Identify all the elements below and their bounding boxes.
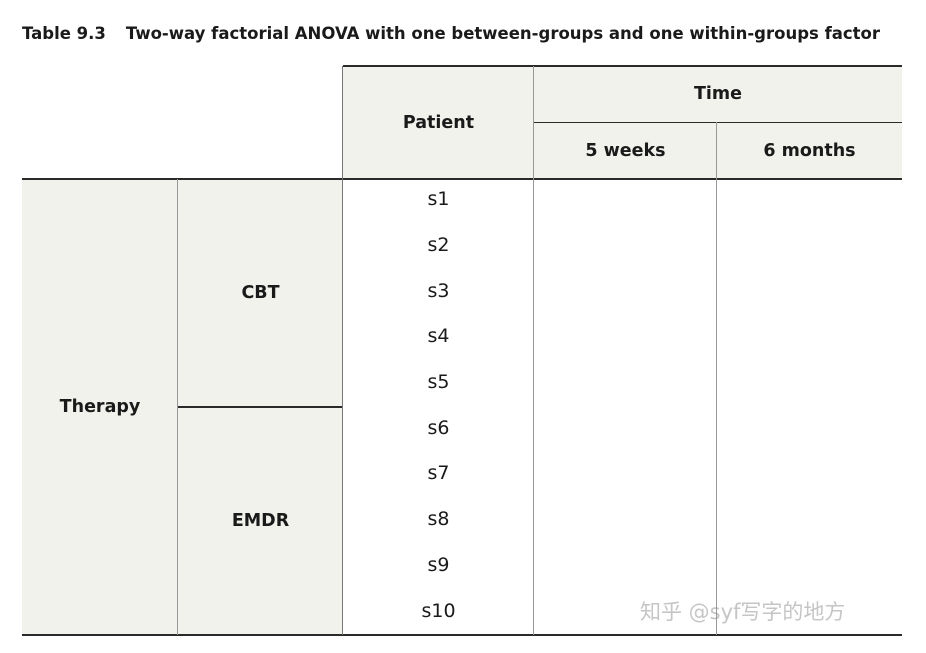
column-divider: [716, 122, 717, 635]
patient-id: s9: [427, 554, 450, 576]
table-caption: Table 9.3 Two-way factorial ANOVA with on…: [22, 24, 880, 43]
patient-id: s10: [421, 600, 456, 622]
stub-divider: [177, 179, 178, 635]
patient-id: s8: [427, 508, 450, 530]
patient-id: s2: [427, 234, 450, 256]
patient-id: s1: [427, 188, 450, 210]
table-title: Two-way factorial ANOVA with one between…: [125, 24, 881, 43]
group-emdr: EMDR: [231, 511, 290, 531]
time-level-6-months: 6 months: [763, 140, 856, 161]
patient-id: s7: [427, 462, 450, 484]
time-header: Time: [693, 84, 743, 104]
time-level-5-weeks: 5 weeks: [585, 140, 666, 161]
patient-header: Patient: [402, 112, 475, 133]
patient-id: s4: [427, 325, 450, 347]
header-bottom-rule: [22, 178, 902, 180]
stub-divider: [342, 66, 343, 635]
patient-id: s6: [427, 417, 450, 439]
group-divider-rule: [178, 406, 343, 408]
time-subrule: [534, 122, 902, 123]
watermark: 知乎 @syf写字的地方: [640, 600, 846, 624]
top-rule: [343, 65, 902, 67]
column-divider: [533, 66, 534, 635]
bottom-rule: [22, 634, 902, 636]
group-cbt: CBT: [241, 283, 280, 303]
table-label: Table 9.3: [22, 24, 106, 43]
factor-therapy: Therapy: [59, 397, 141, 417]
patient-id: s5: [427, 371, 450, 393]
patient-id: s3: [427, 280, 450, 302]
